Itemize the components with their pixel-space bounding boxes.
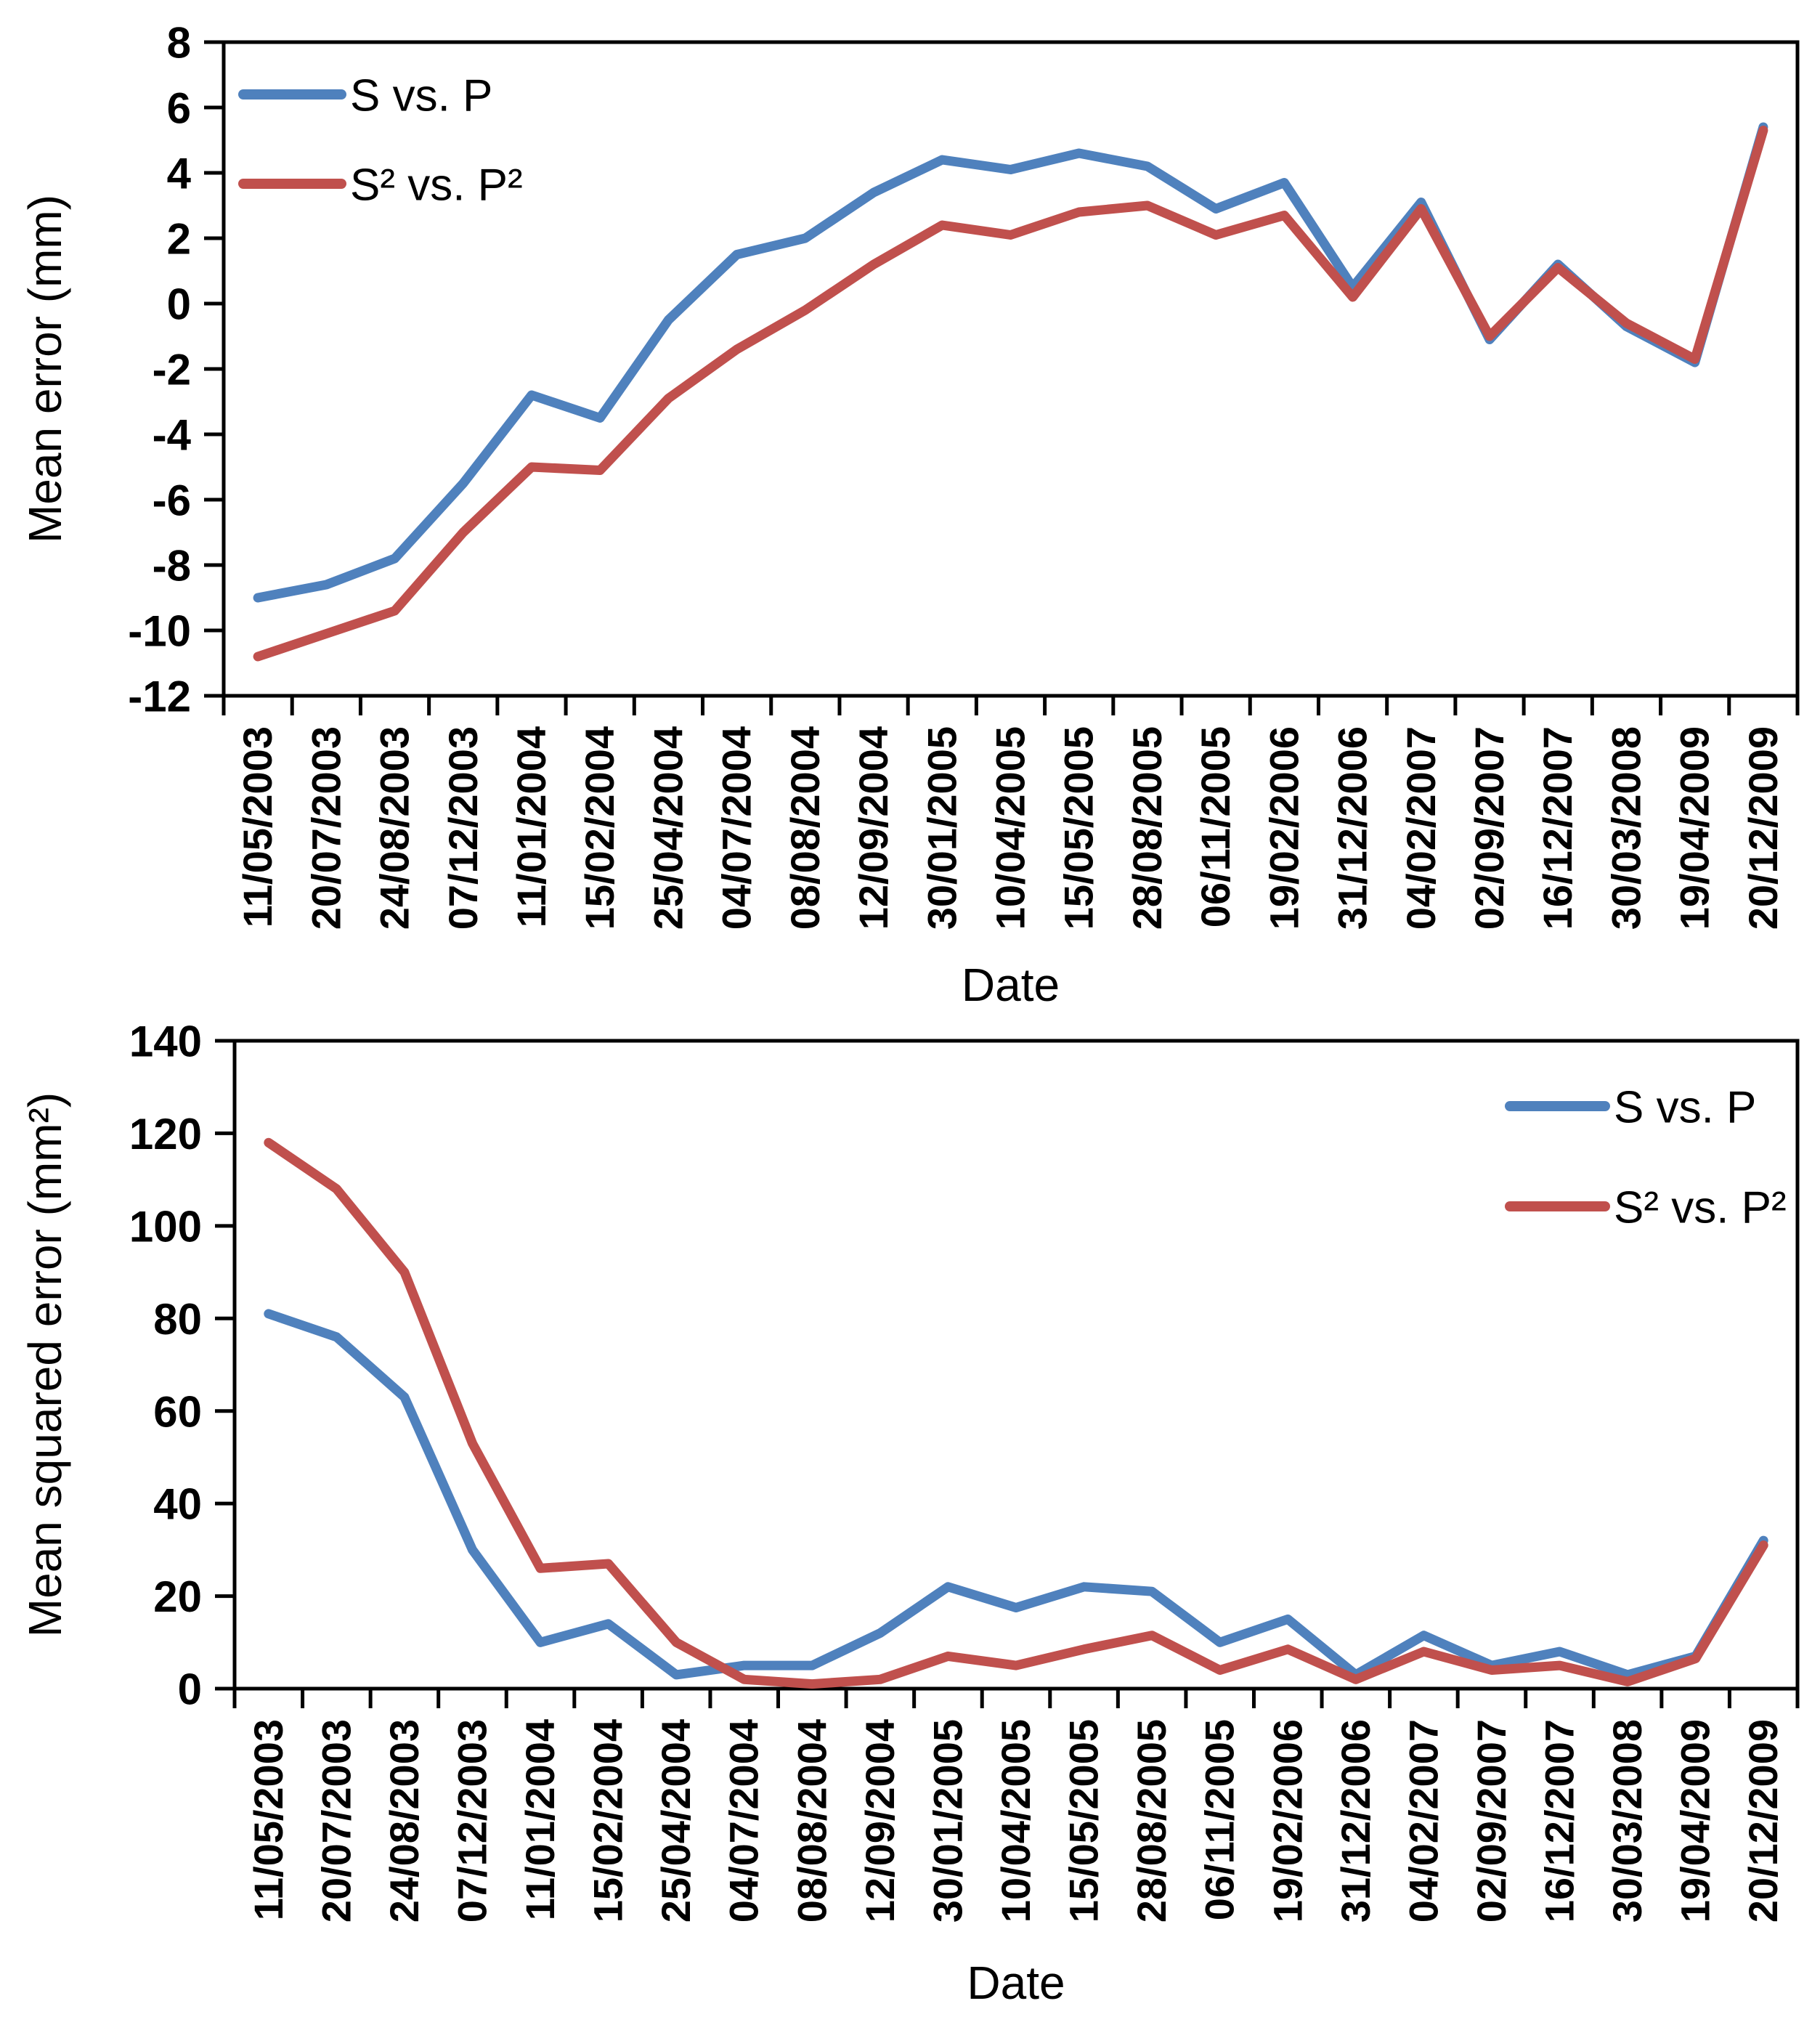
x-tick-date-label: 28/08/2005 — [1129, 1719, 1174, 1923]
x-tick-date-label: 16/12/2007 — [1535, 726, 1580, 930]
y-tick-label: 60 — [153, 1387, 202, 1436]
x-tick-date-label: 15/05/2005 — [1061, 1719, 1107, 1923]
y-tick-label: 0 — [167, 280, 191, 329]
x-tick-date-label: 19/04/2009 — [1672, 726, 1718, 930]
x-tick-date-label: 31/12/2006 — [1333, 1719, 1378, 1923]
x-tick-date-label: 30/03/2008 — [1603, 726, 1649, 930]
y-tick-label: 20 — [153, 1572, 202, 1621]
x-tick-date-label: 19/02/2006 — [1264, 1719, 1310, 1923]
legend-label-s-vs-p: S vs. P — [1614, 1082, 1756, 1132]
x-tick-date-label: 02/09/2007 — [1466, 726, 1512, 930]
y-tick-label: 8 — [167, 19, 191, 68]
x-tick-date-label: 07/12/2003 — [449, 1719, 495, 1923]
x-tick-date-label: 06/11/2005 — [1197, 1719, 1243, 1920]
x-tick-date-label: 19/02/2006 — [1261, 726, 1307, 930]
y-tick-label: -12 — [128, 673, 191, 721]
y-tick-label: -8 — [153, 542, 191, 590]
plot-area-border — [222, 40, 1800, 698]
x-tick-date-label: 07/12/2003 — [440, 726, 486, 930]
mean-squared-error-chart: 140 120 100 80 60 40 20 0 11/05/2003 20/07/2003 24… — [19, 1018, 1800, 2009]
legend-label-s-vs-p: S² vs. P² — [1614, 1182, 1787, 1233]
x-tick-date-label: 06/11/2005 — [1193, 726, 1238, 927]
y-axis-title: Mean error (mm) — [19, 195, 71, 543]
y-tick-label: 4 — [167, 150, 192, 198]
y-tick-label: 40 — [153, 1480, 202, 1529]
x-tick-date-label: 20/07/2003 — [303, 726, 349, 930]
plot-area-border — [232, 1039, 1800, 1691]
y-tick-label: 2 — [167, 215, 191, 264]
y-tick-label: 120 — [129, 1110, 202, 1158]
mean-error-chart: 8 6 4 2 0 -2 -4 -6 -8 -10 -12 11/05/2003 20/07/2003 2… — [19, 19, 1800, 1011]
x-tick-date-label: 24/08/2003 — [372, 726, 418, 930]
x-tick-date-label: 19/04/2009 — [1673, 1719, 1718, 1923]
x-tick-date-label: 16/12/2007 — [1537, 1719, 1583, 1923]
legend-label-s-vs-p: S vs. P — [350, 70, 492, 121]
y-tick-label: 140 — [129, 1018, 202, 1066]
x-tick-date-label: 30/01/2005 — [925, 1719, 970, 1923]
x-tick-date-label: 11/01/2004 — [508, 726, 554, 927]
x-tick-date-label: 12/09/2004 — [850, 726, 896, 930]
x-tick-date-label: 10/04/2005 — [988, 726, 1033, 930]
x-tick-date-label: 20/07/2003 — [313, 1719, 359, 1923]
x-tick-date-label: 15/05/2005 — [1056, 726, 1102, 930]
x-tick-date-label: 04/02/2007 — [1400, 1719, 1446, 1923]
x-axis-title: Date — [962, 959, 1060, 1011]
x-tick-date-label: 15/02/2004 — [577, 726, 622, 930]
x-tick-date-label: 25/04/2004 — [653, 1719, 699, 1923]
series-line-s-vs-p — [264, 1137, 1768, 1689]
x-tick-date-label: 10/04/2005 — [993, 1719, 1039, 1923]
x-tick-date-label: 11/05/2003 — [245, 1719, 291, 1920]
x-tick-date-label: 30/03/2008 — [1604, 1719, 1650, 1923]
x-tick-date-label: 20/12/2009 — [1740, 726, 1786, 930]
y-tick-label: -10 — [128, 607, 191, 656]
y-tick-label: -2 — [153, 346, 191, 394]
x-tick-date-label: 12/09/2004 — [857, 1719, 903, 1923]
y-tick-label: 80 — [153, 1295, 202, 1344]
x-tick-date-label: 24/08/2003 — [381, 1719, 427, 1923]
y-tick-label: 6 — [167, 84, 191, 133]
x-tick-date-label: 25/04/2004 — [645, 726, 691, 930]
y-tick-label: -6 — [153, 476, 191, 525]
x-tick-date-label: 20/12/2009 — [1740, 1719, 1786, 1923]
x-tick-date-label: 08/08/2004 — [782, 726, 828, 930]
x-tick-date-label: 08/08/2004 — [789, 1719, 834, 1923]
x-axis-title: Date — [967, 1957, 1065, 2009]
y-tick-label: -4 — [153, 411, 192, 460]
legend-label-s-vs-p: S² vs. P² — [350, 160, 523, 210]
x-tick-date-label: 02/09/2007 — [1468, 1719, 1514, 1923]
x-tick-date-label: 11/05/2003 — [235, 726, 280, 927]
x-tick-date-label: 15/02/2004 — [585, 1719, 631, 1923]
x-tick-date-label: 04/07/2004 — [714, 726, 760, 930]
x-tick-date-label: 31/12/2006 — [1330, 726, 1376, 930]
y-tick-label: 100 — [129, 1202, 202, 1251]
x-tick-date-label: 11/01/2004 — [517, 1719, 563, 1920]
y-axis-title: Mean squared error (mm²) — [19, 1092, 71, 1637]
x-tick-date-label: 30/01/2005 — [919, 726, 964, 930]
series-line-s-vs-p — [264, 1309, 1768, 1680]
x-tick-date-label: 04/07/2004 — [721, 1719, 767, 1923]
y-tick-label: 0 — [178, 1665, 202, 1714]
x-tick-date-label: 28/08/2005 — [1124, 726, 1170, 930]
x-tick-date-label: 04/02/2007 — [1398, 726, 1444, 930]
series-line-s-vs-p — [253, 126, 1768, 662]
